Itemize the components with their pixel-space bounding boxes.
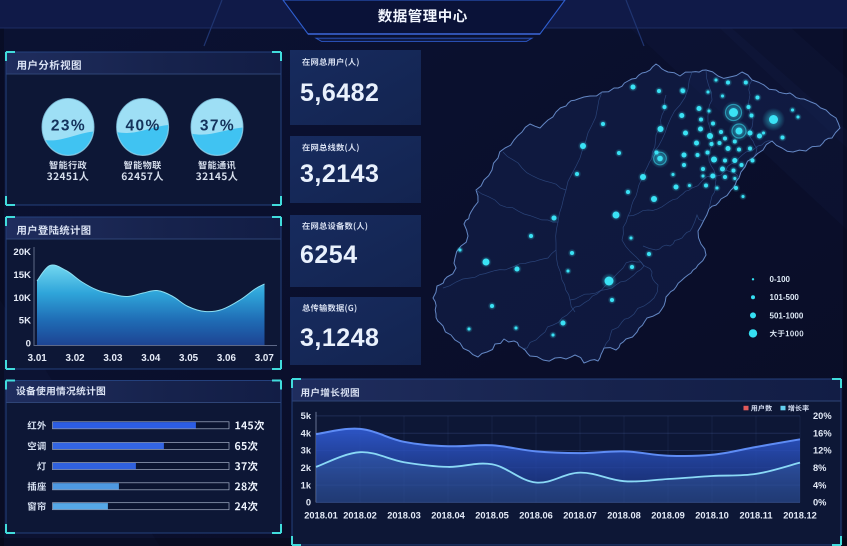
svg-text:16%: 16% [813,428,832,438]
svg-text:3,2143: 3,2143 [300,160,379,188]
svg-text:3,1248: 3,1248 [300,324,379,352]
svg-text:2018.10: 2018.10 [695,511,729,521]
svg-text:0: 0 [26,338,31,349]
svg-text:3.02: 3.02 [66,353,86,364]
svg-text:3.04: 3.04 [141,353,161,364]
svg-text:37%: 37% [200,118,235,135]
svg-text:101-500: 101-500 [770,293,800,302]
svg-text:3.06: 3.06 [217,353,237,364]
svg-text:20K: 20K [13,247,31,258]
svg-text:2018.03: 2018.03 [387,511,421,521]
svg-text:5k: 5k [301,411,312,421]
svg-text:501-1000: 501-1000 [770,311,804,320]
svg-text:2018.11: 2018.11 [739,511,772,521]
svg-text:8%: 8% [813,463,827,473]
svg-text:0-100: 0-100 [770,275,791,284]
svg-text:5,6482: 5,6482 [300,79,379,107]
svg-text:3.01: 3.01 [28,353,48,364]
svg-text:20%: 20% [813,411,832,421]
svg-text:4%: 4% [813,480,827,490]
svg-text:5K: 5K [19,316,31,327]
svg-text:3.03: 3.03 [103,353,123,364]
svg-text:12%: 12% [813,446,832,456]
svg-text:4k: 4k [301,428,312,438]
svg-text:2018.07: 2018.07 [563,511,597,521]
svg-text:2018.04: 2018.04 [431,511,465,521]
svg-text:23%: 23% [51,118,86,135]
svg-text:3.05: 3.05 [179,353,199,364]
svg-text:0: 0 [306,498,311,508]
svg-text:2018.06: 2018.06 [519,511,553,521]
svg-text:2k: 2k [301,463,312,473]
svg-text:2018.09: 2018.09 [651,511,685,521]
svg-text:2018.12: 2018.12 [783,511,817,521]
svg-text:2018.01: 2018.01 [304,511,338,521]
svg-text:0%: 0% [813,498,827,508]
svg-text:2018.05: 2018.05 [475,511,509,521]
svg-text:3k: 3k [301,446,312,456]
svg-text:6254: 6254 [300,241,358,269]
svg-text:3.07: 3.07 [255,353,275,364]
svg-text:10K: 10K [13,293,31,304]
svg-text:40%: 40% [125,118,160,135]
svg-text:2018.02: 2018.02 [343,511,377,521]
svg-text:15K: 15K [13,270,31,281]
svg-text:1k: 1k [301,480,312,490]
svg-text:2018.08: 2018.08 [607,511,641,521]
